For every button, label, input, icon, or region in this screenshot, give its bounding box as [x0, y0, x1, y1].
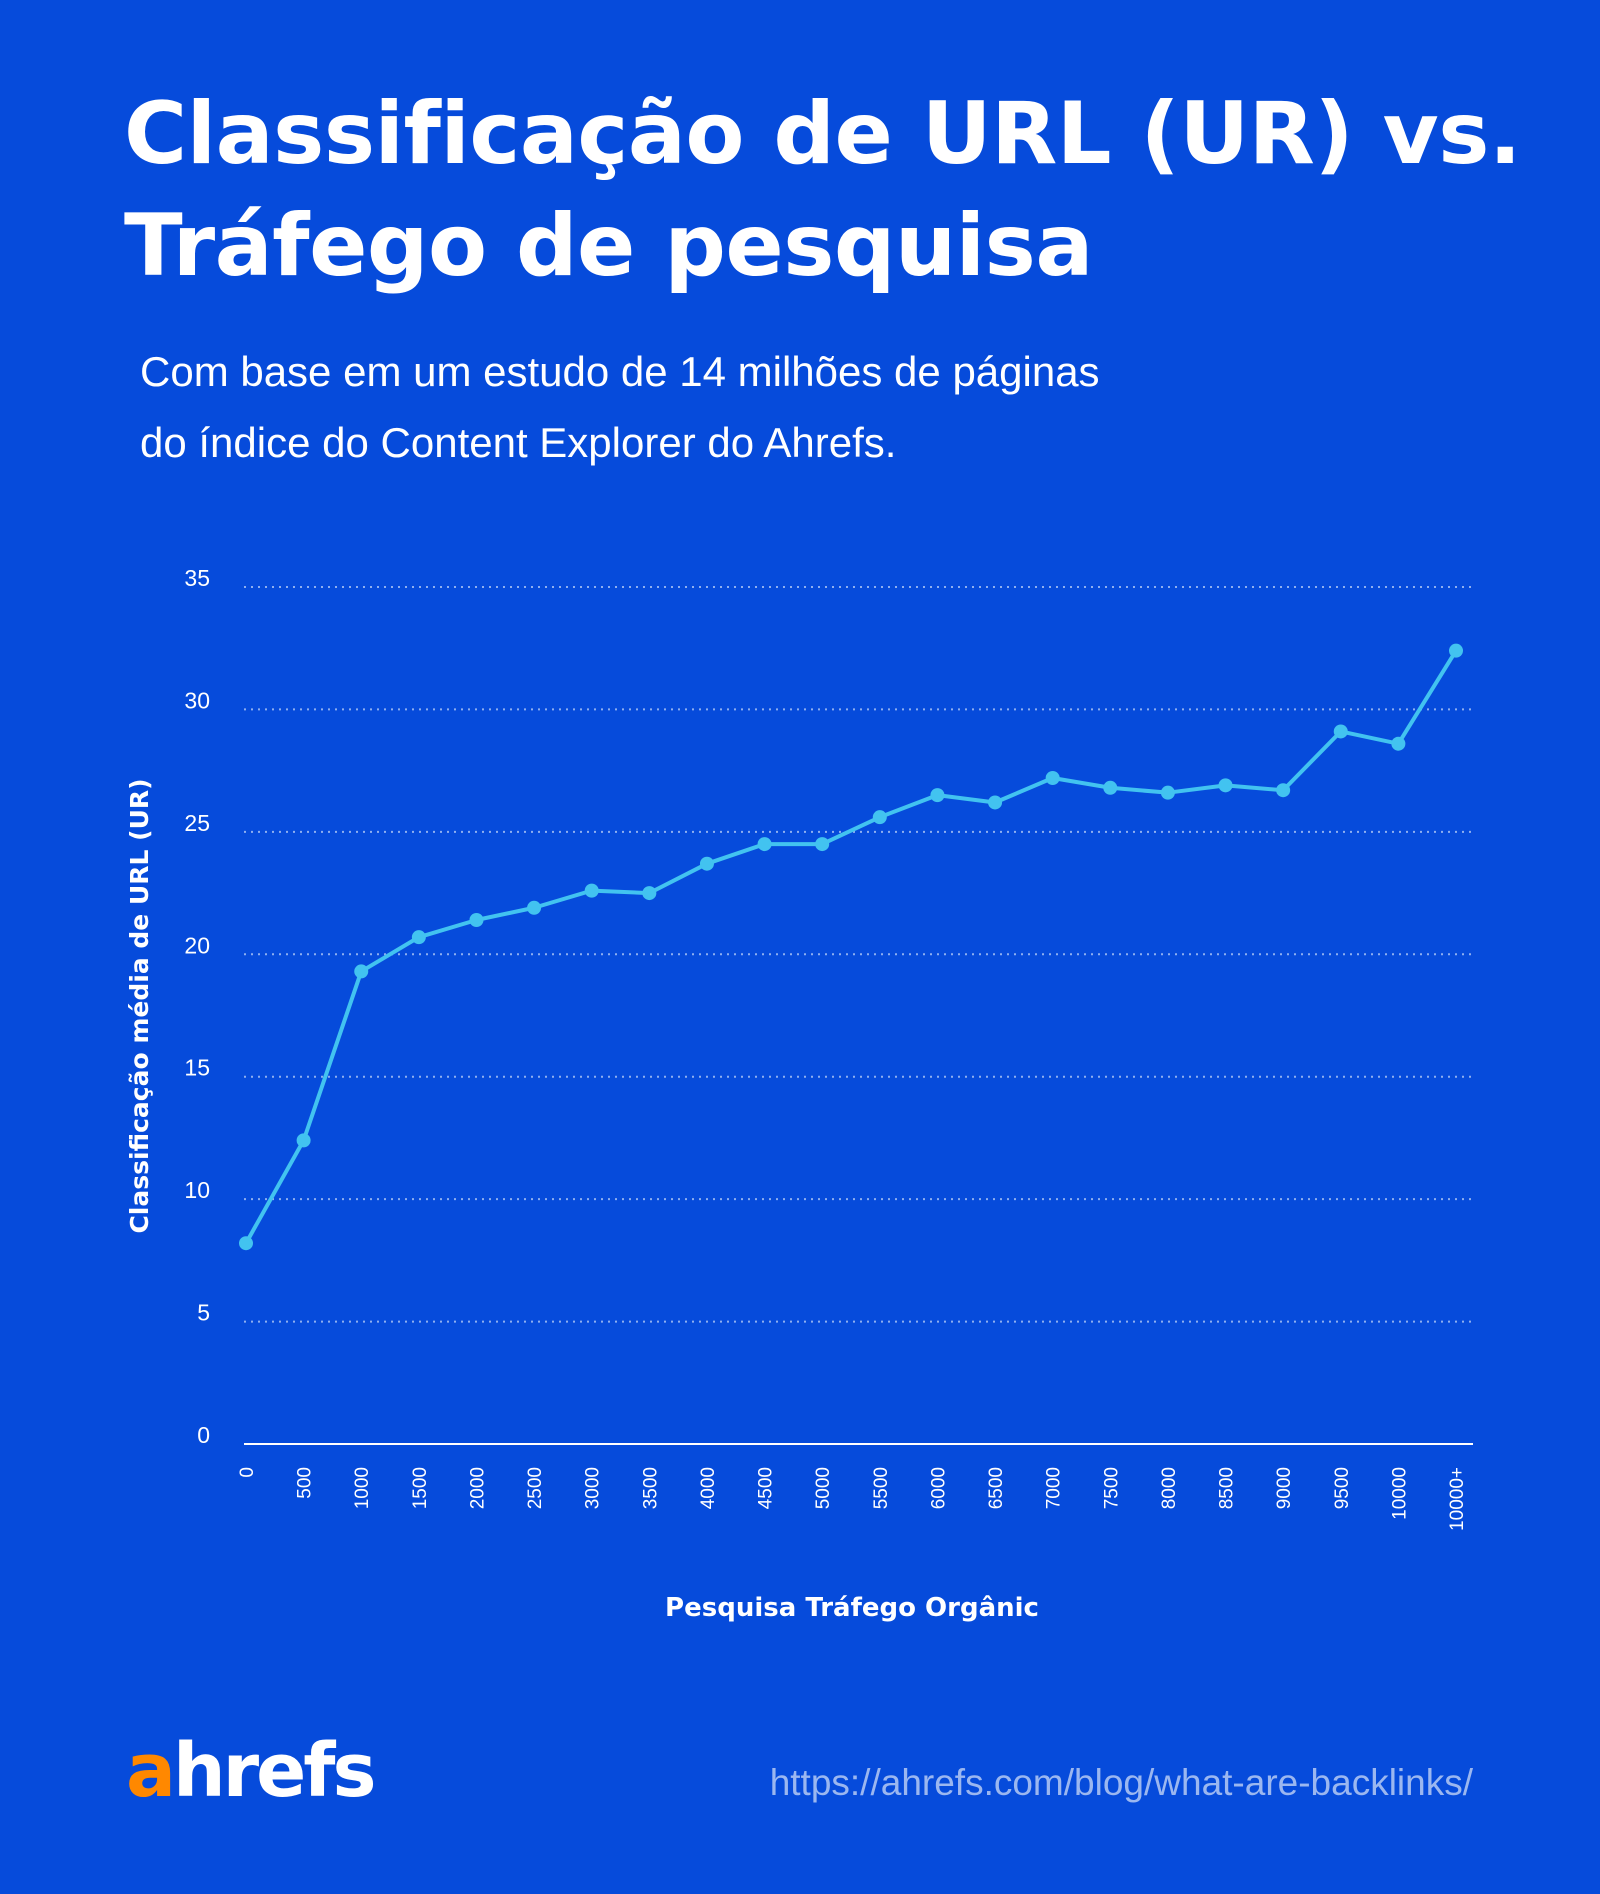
y-tick-label: 10 [184, 1177, 210, 1203]
data-point [1103, 780, 1118, 795]
x-tick-label: 1500 [410, 1467, 431, 1509]
data-point [988, 795, 1003, 810]
x-axis-label: Pesquisa Tráfego Orgânic [665, 1593, 1039, 1623]
x-tick-label: 4000 [698, 1467, 719, 1509]
x-tick-label: 4500 [756, 1467, 777, 1509]
x-tick-label: 8500 [1217, 1467, 1238, 1509]
y-tick-label: 35 [184, 565, 210, 591]
page-title: Classificação de URL (UR) vs. Tráfego de … [124, 78, 1522, 302]
x-tick-label: 9500 [1332, 1467, 1353, 1509]
x-tick-label: 7500 [1101, 1467, 1122, 1509]
data-point [699, 856, 714, 871]
data-point [584, 883, 599, 898]
data-point [757, 837, 772, 852]
x-tick-label: 5000 [813, 1467, 834, 1509]
data-point [354, 964, 369, 979]
data-point [239, 1236, 253, 1251]
x-tick-label: 6500 [986, 1467, 1007, 1509]
x-tick-label: 500 [295, 1467, 316, 1499]
y-axis-label: Classificação média de URL (UR) [125, 778, 154, 1233]
data-points [239, 643, 1463, 1251]
x-tick-label: 3500 [640, 1467, 661, 1509]
subtitle-line-2: do índice do Content Explorer do Ahrefs. [140, 419, 897, 466]
y-tick-label: 5 [197, 1300, 210, 1326]
x-tick-label: 2500 [525, 1467, 546, 1509]
y-tick-label: 15 [184, 1055, 210, 1081]
x-tick-label: 3000 [583, 1467, 604, 1509]
grid-lines [244, 586, 1473, 1323]
data-point [1160, 785, 1175, 800]
data-point [1333, 724, 1348, 739]
data-point [411, 930, 426, 945]
x-tick-label: 1000 [352, 1467, 373, 1509]
x-tick-labels: 0 500 1000 1500 2000 2500 3000 3500 4000 4500 5000… [237, 1467, 1468, 1531]
data-point [469, 913, 484, 928]
y-tick-label: 25 [184, 810, 210, 836]
data-point [642, 886, 657, 901]
data-point [527, 900, 542, 915]
x-tick-label: 9000 [1274, 1467, 1295, 1509]
data-point [1045, 770, 1060, 785]
subtitle-line-1: Com base em um estudo de 14 milhões de p… [140, 348, 1100, 395]
data-point [872, 810, 887, 825]
x-tick-label: 7000 [1044, 1467, 1065, 1509]
ahrefs-logo: ahrefs [126, 1728, 377, 1814]
data-point [1276, 783, 1291, 798]
x-tick-label: 10000+ [1447, 1467, 1468, 1531]
x-tick-label: 6000 [928, 1467, 949, 1509]
title-line-1: Classificação de URL (UR) vs. [124, 84, 1522, 184]
data-point [1218, 778, 1233, 793]
x-tick-label: 2000 [467, 1467, 488, 1509]
data-point [930, 788, 945, 803]
data-point [1449, 643, 1463, 658]
y-tick-label: 20 [184, 932, 210, 958]
series-line [244, 649, 1458, 1245]
title-line-2: Tráfego de pesquisa [124, 196, 1093, 296]
subtitle: Com base em um estudo de 14 milhões de p… [140, 336, 1100, 478]
x-tick-label: 5500 [871, 1467, 892, 1509]
y-tick-label: 0 [197, 1422, 210, 1448]
x-tick-label: 8000 [1159, 1467, 1180, 1509]
x-tick-label: 10000 [1389, 1467, 1410, 1520]
source-url: https://ahrefs.com/blog/what-are-backlin… [769, 1762, 1473, 1803]
data-point [815, 837, 830, 852]
x-tick-label: 0 [237, 1467, 258, 1478]
logo-a: a [126, 1728, 176, 1814]
data-point [296, 1133, 311, 1148]
y-tick-label: 30 [184, 687, 210, 713]
data-point [1391, 736, 1406, 751]
logo-rest: hrefs [172, 1728, 377, 1814]
y-tick-labels: 0 5 10 15 20 25 30 35 [184, 565, 210, 1448]
